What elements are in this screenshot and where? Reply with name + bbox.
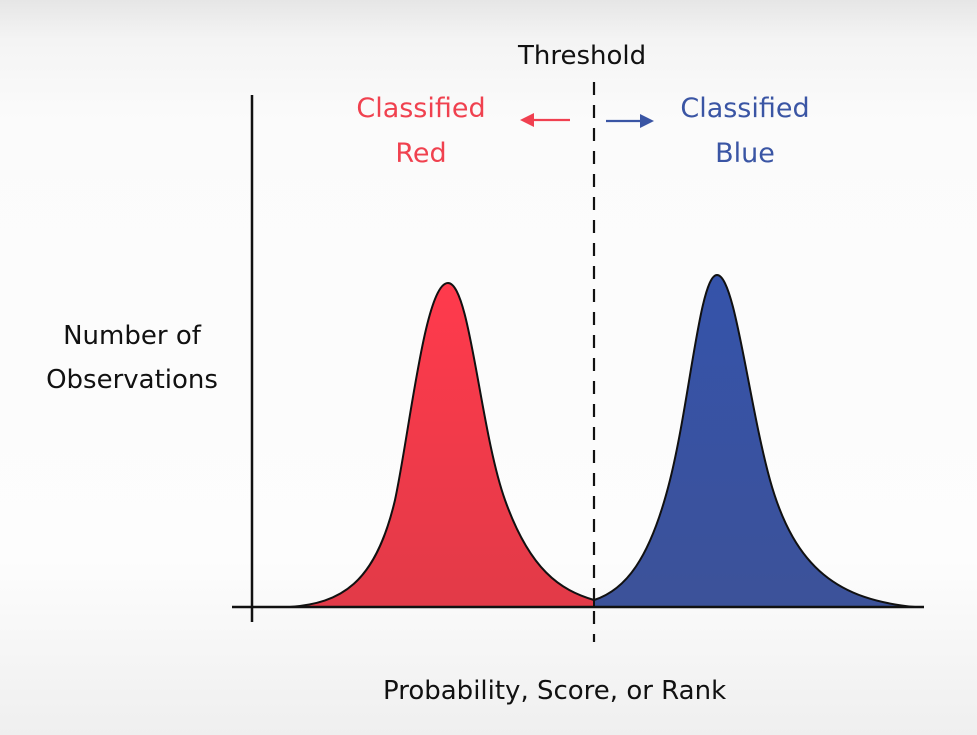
x-axis-label: Probability, Score, or Rank [383,676,727,706]
y-axis-label: Number of Observations [22,314,242,402]
classified-blue-line2: Blue [715,138,775,169]
threshold-label: Threshold [518,41,647,71]
blue-distribution-curve [593,273,916,608]
red-distribution-curve [289,281,595,608]
y-axis-label-line1: Number of [63,321,201,351]
classified-red-line2: Red [395,138,447,169]
right-arrow-icon [606,114,654,128]
classified-red-line1: Classified [356,93,486,124]
classified-blue-label: Classified Blue [660,86,830,176]
classified-red-label: Classified Red [336,86,506,176]
classified-blue-line1: Classified [680,93,810,124]
y-axis-label-line2: Observations [46,365,218,395]
left-arrow-icon [520,113,570,127]
